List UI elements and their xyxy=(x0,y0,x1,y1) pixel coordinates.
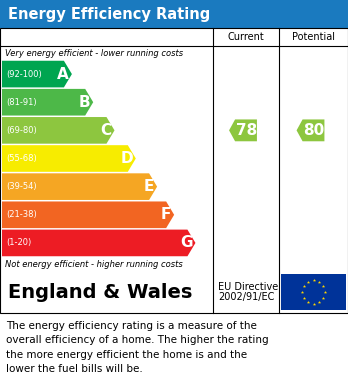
Polygon shape xyxy=(2,145,136,172)
Text: G: G xyxy=(180,235,192,250)
Text: (21-38): (21-38) xyxy=(6,210,37,219)
Text: (69-80): (69-80) xyxy=(6,126,37,135)
Text: C: C xyxy=(100,123,111,138)
Polygon shape xyxy=(2,201,174,228)
Text: E: E xyxy=(144,179,154,194)
Text: 80: 80 xyxy=(303,123,325,138)
Polygon shape xyxy=(2,173,157,200)
Text: Not energy efficient - higher running costs: Not energy efficient - higher running co… xyxy=(5,260,183,269)
Text: D: D xyxy=(120,151,133,166)
Text: 2002/91/EC: 2002/91/EC xyxy=(218,292,274,302)
Text: (92-100): (92-100) xyxy=(6,70,42,79)
Text: (39-54): (39-54) xyxy=(6,182,37,191)
Polygon shape xyxy=(2,230,196,256)
Text: Energy Efficiency Rating: Energy Efficiency Rating xyxy=(8,7,210,22)
Text: Potential: Potential xyxy=(292,32,335,42)
Polygon shape xyxy=(2,61,72,88)
Bar xyxy=(0,28,348,313)
Text: 78: 78 xyxy=(236,123,257,138)
Bar xyxy=(0,0,348,28)
Text: (1-20): (1-20) xyxy=(6,239,31,248)
Polygon shape xyxy=(296,119,324,141)
Polygon shape xyxy=(2,89,93,115)
Text: (55-68): (55-68) xyxy=(6,154,37,163)
Text: B: B xyxy=(79,95,90,110)
Text: EU Directive: EU Directive xyxy=(218,282,278,292)
Bar xyxy=(281,274,346,310)
Text: England & Wales: England & Wales xyxy=(8,283,192,301)
Text: Very energy efficient - lower running costs: Very energy efficient - lower running co… xyxy=(5,49,183,58)
Polygon shape xyxy=(2,117,114,143)
Text: A: A xyxy=(57,66,69,82)
Text: (81-91): (81-91) xyxy=(6,98,37,107)
Text: F: F xyxy=(161,207,171,222)
Polygon shape xyxy=(229,119,257,141)
Text: The energy efficiency rating is a measure of the
overall efficiency of a home. T: The energy efficiency rating is a measur… xyxy=(6,321,269,374)
Text: Current: Current xyxy=(228,32,264,42)
